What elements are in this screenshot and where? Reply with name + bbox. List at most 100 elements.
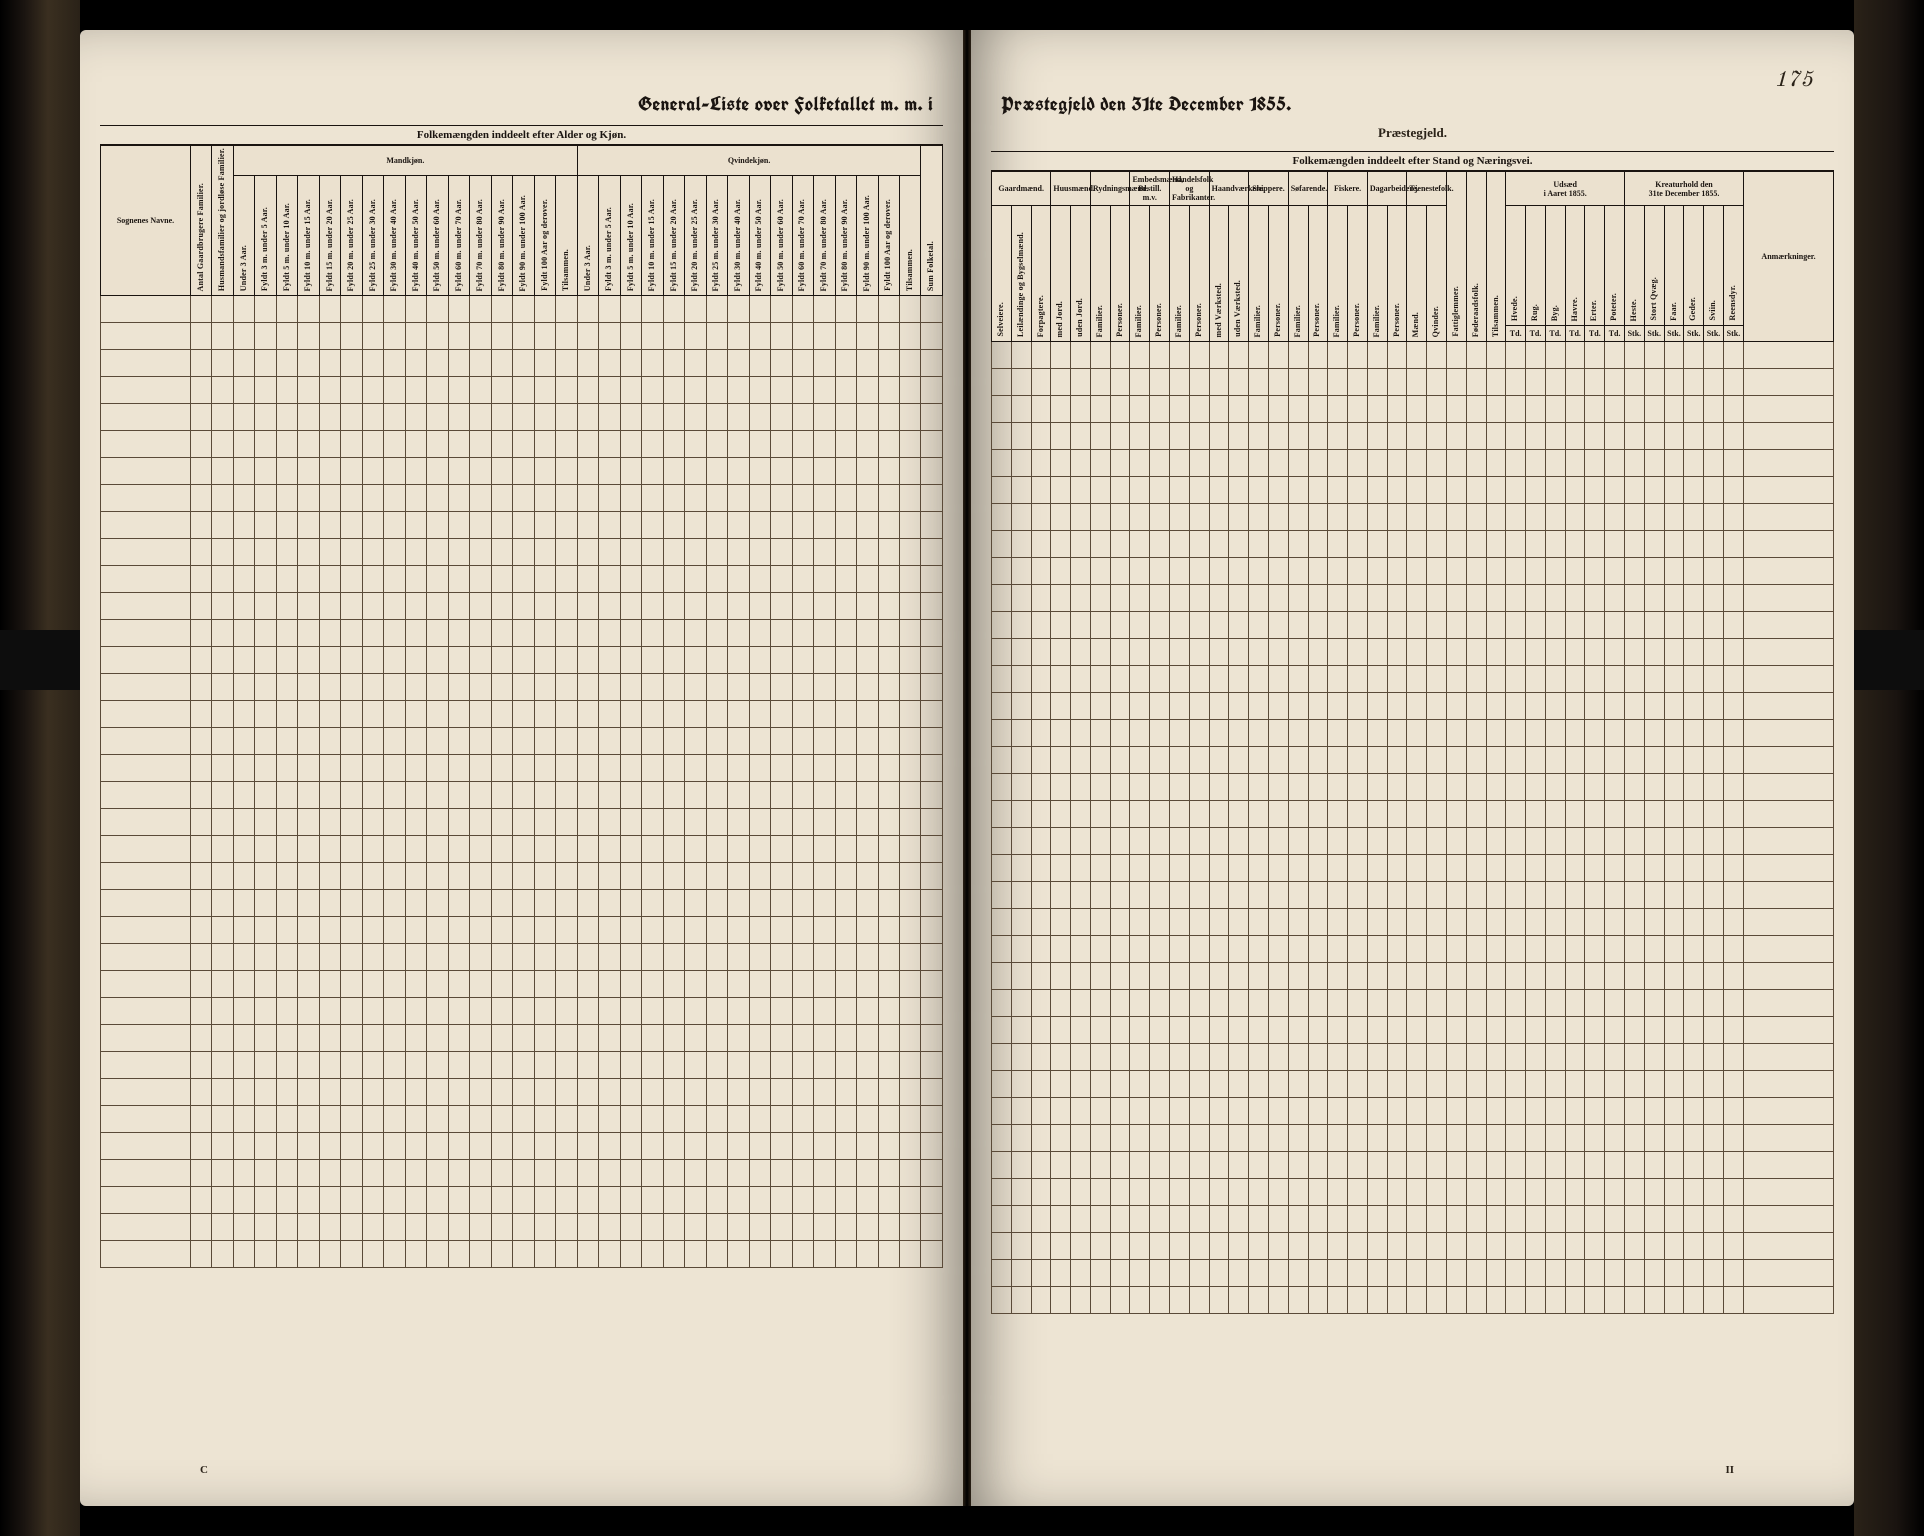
cell: [1585, 1206, 1605, 1233]
cell: [405, 917, 426, 944]
cell: [1644, 720, 1664, 747]
cell: [1209, 423, 1229, 450]
cell: [857, 890, 878, 917]
cell: [1189, 531, 1209, 558]
cell: [1189, 1152, 1209, 1179]
cell: [1130, 693, 1150, 720]
cell: [706, 647, 727, 674]
cell: [427, 1052, 448, 1079]
cell: [1387, 1071, 1407, 1098]
cell: [1150, 693, 1170, 720]
cell: [1130, 801, 1150, 828]
cell: [1209, 1098, 1229, 1125]
cell: [255, 647, 276, 674]
cell: [1170, 1044, 1190, 1071]
cell: [255, 863, 276, 890]
cell: [470, 1160, 491, 1187]
cell: [992, 1233, 1012, 1260]
cell: [319, 782, 340, 809]
cell: [1545, 1125, 1565, 1152]
cell: [1110, 1206, 1130, 1233]
cell: [1249, 1071, 1269, 1098]
cell: [298, 998, 319, 1025]
cell: [1723, 1017, 1743, 1044]
cell: [1288, 774, 1308, 801]
cell: [1031, 882, 1051, 909]
group-fiskere: Fiskere.: [1328, 172, 1368, 206]
cell: [1090, 1125, 1110, 1152]
cell: [491, 593, 512, 620]
cell: [1249, 882, 1269, 909]
cell: [1427, 342, 1447, 369]
cell: [749, 1133, 770, 1160]
cell: [1288, 504, 1308, 531]
table-row: [992, 720, 1834, 747]
cell: [642, 1214, 663, 1241]
cell: [1110, 747, 1130, 774]
cell: [1011, 342, 1031, 369]
cell: [599, 377, 620, 404]
cell: [1348, 612, 1368, 639]
cell: [814, 539, 835, 566]
col-age: Fyldt 10 m. under 15 Aar.: [298, 176, 319, 296]
cell: [1031, 666, 1051, 693]
cell: [857, 1214, 878, 1241]
cell: [491, 1052, 512, 1079]
cell: [1605, 828, 1625, 855]
cell: [1466, 531, 1486, 558]
cell: [1684, 504, 1704, 531]
cell: [1189, 909, 1209, 936]
cell: [556, 1187, 577, 1214]
cell: [1486, 612, 1506, 639]
cell: [1268, 639, 1288, 666]
cell: [1526, 855, 1546, 882]
cell: [1446, 612, 1466, 639]
cell: [1031, 558, 1051, 585]
cell: [101, 1106, 191, 1133]
cell: [1130, 1071, 1150, 1098]
cell: [1644, 882, 1664, 909]
cell: [191, 863, 212, 890]
table-row: [101, 917, 943, 944]
cell: [1704, 396, 1724, 423]
cell: [706, 539, 727, 566]
cell: [1605, 1044, 1625, 1071]
cell: [1348, 693, 1368, 720]
cell: [513, 593, 534, 620]
cell: [1684, 369, 1704, 396]
cell: [534, 971, 555, 998]
cell: [1011, 612, 1031, 639]
cell: [513, 782, 534, 809]
cell: [1466, 1233, 1486, 1260]
cell: [556, 323, 577, 350]
cell: [1407, 639, 1427, 666]
cell: [1565, 1017, 1585, 1044]
cell: [728, 1241, 749, 1268]
cell: [642, 1133, 663, 1160]
cell: [706, 404, 727, 431]
cell: [1625, 801, 1645, 828]
cell: [448, 323, 469, 350]
cell: [577, 431, 598, 458]
cell: [1051, 1152, 1071, 1179]
cell: [191, 1160, 212, 1187]
cell: [1268, 369, 1288, 396]
cell: [1110, 1098, 1130, 1125]
cell: [1446, 963, 1466, 990]
cell: [1229, 1017, 1249, 1044]
cell: [1150, 1287, 1170, 1314]
cell: [577, 485, 598, 512]
cell: [233, 1241, 254, 1268]
cell: [491, 296, 512, 323]
cell: [1268, 666, 1288, 693]
cell: [1288, 1287, 1308, 1314]
cell: [1744, 1233, 1834, 1260]
cell: [1051, 342, 1071, 369]
cell: [1486, 342, 1506, 369]
col-stand: Familier.: [1328, 206, 1348, 342]
cell: [491, 1025, 512, 1052]
cell: [1308, 882, 1328, 909]
table-row: [992, 909, 1834, 936]
cell: [706, 323, 727, 350]
cell: [362, 566, 383, 593]
